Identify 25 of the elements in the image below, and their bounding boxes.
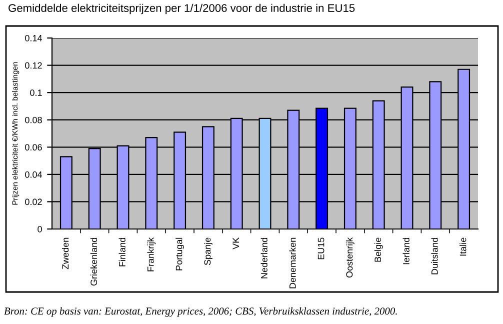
x-tick-label: VK bbox=[232, 237, 239, 250]
y-tick-label: 0.02 bbox=[25, 198, 42, 206]
x-tick-label: Nederland bbox=[260, 238, 268, 278]
x-tick-label: Denemarken bbox=[289, 238, 296, 288]
x-tick-label: Ierland bbox=[402, 238, 410, 264]
x-tick-label: Spanje bbox=[204, 238, 212, 266]
x-tick-label: EU15 bbox=[318, 238, 324, 260]
y-tick-label: 0.12 bbox=[25, 62, 42, 69]
x-tick-label: Oostenrijk bbox=[346, 237, 354, 278]
x-tick-label: Duitsland bbox=[431, 238, 438, 274]
x-tick-label: Italie bbox=[460, 238, 466, 256]
text: Bron: CE op basis van: Eurostat, Energy prices, 2006; CBS, Verbruiksklassen industrie, 2000. bbox=[4, 307, 397, 317]
y-tick-label: 0.1 bbox=[30, 90, 42, 96]
x-tick-label: Portugal bbox=[176, 238, 184, 270]
chart-title: Gemiddelde elektriciteitsprijzen per 1/1/2006 voor de industrie in EU15 bbox=[8, 4, 355, 14]
x-tick-label: Zweden bbox=[62, 238, 69, 270]
y-tick-label: 0.08 bbox=[25, 116, 42, 124]
y-tick-label: 0 bbox=[38, 226, 42, 232]
x-tick-label: Griekenland bbox=[90, 238, 98, 286]
x-tick-label: Frankrijk bbox=[147, 237, 156, 272]
x-tick-label: Finland bbox=[118, 238, 126, 266]
y-tick-label: 0.04 bbox=[25, 171, 42, 178]
x-tick-label: Belgie bbox=[374, 238, 383, 262]
y-tick-label: 0.06 bbox=[25, 144, 42, 151]
y-tick-label: 0.14 bbox=[25, 34, 42, 42]
